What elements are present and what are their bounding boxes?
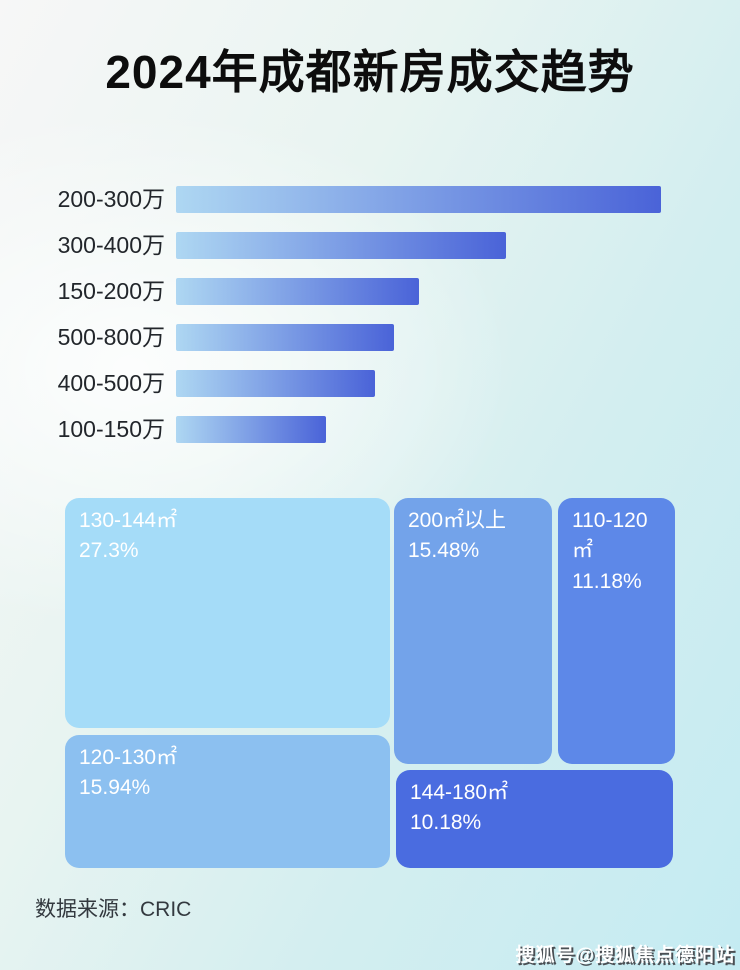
bar: [176, 232, 506, 259]
bar-row: 500-800万: [0, 324, 740, 351]
bar-row: 150-200万: [0, 278, 740, 305]
treemap-cell-value: 15.48%: [408, 539, 480, 563]
treemap-cell-label: 200㎡以上: [408, 509, 507, 532]
bar-row: 200-300万: [0, 186, 740, 213]
treemap-cell-label: 110-120㎡: [572, 509, 648, 563]
treemap-cell: 144-180㎡ 10.18%: [396, 770, 673, 868]
bar-row: 400-500万: [0, 370, 740, 397]
bar-row: 300-400万: [0, 232, 740, 259]
treemap-cell-value: 11.18%: [572, 569, 642, 593]
bar-category-label: 200-300万: [57, 186, 165, 212]
bar: [176, 186, 661, 213]
bar: [176, 416, 326, 443]
data-source-label: 数据来源：CRIC: [35, 898, 192, 921]
bar: [176, 278, 419, 305]
treemap-cell-label: 144-180㎡: [410, 781, 509, 804]
page-title: 2024年成都新房成交趋势: [105, 46, 635, 98]
bar-category-label: 100-150万: [57, 416, 165, 442]
watermark-text: 搜狐号@搜狐焦点德阳站: [515, 945, 735, 966]
bar-category-label: 400-500万: [57, 370, 165, 396]
price-range-bar-chart: 200-300万 300-400万 150-200万 500-800万 400-500万…: [0, 186, 740, 462]
bar: [176, 370, 375, 397]
treemap-cell: 200㎡以上 15.48%: [394, 498, 552, 764]
treemap-cell: 130-144㎡ 27.3%: [65, 498, 390, 728]
area-range-treemap: 130-144㎡ 27.3% 200㎡以上 15.48% 110-120㎡ 11.18% 1…: [65, 498, 677, 868]
bar-category-label: 500-800万: [57, 324, 165, 350]
treemap-cell: 110-120㎡ 11.18%: [558, 498, 675, 764]
treemap-cell-value: 10.18%: [410, 811, 482, 835]
bar-row: 100-150万: [0, 416, 740, 443]
treemap-cell-value: 27.3%: [79, 539, 139, 563]
treemap-cell-label: 130-144㎡: [79, 509, 178, 532]
bar: [176, 324, 394, 351]
bar-category-label: 300-400万: [57, 232, 165, 258]
treemap-cell-label: 120-130㎡: [79, 746, 178, 769]
bar-category-label: 150-200万: [57, 278, 165, 304]
treemap-cell-value: 15.94%: [79, 776, 151, 800]
treemap-cell: 120-130㎡ 15.94%: [65, 735, 390, 868]
